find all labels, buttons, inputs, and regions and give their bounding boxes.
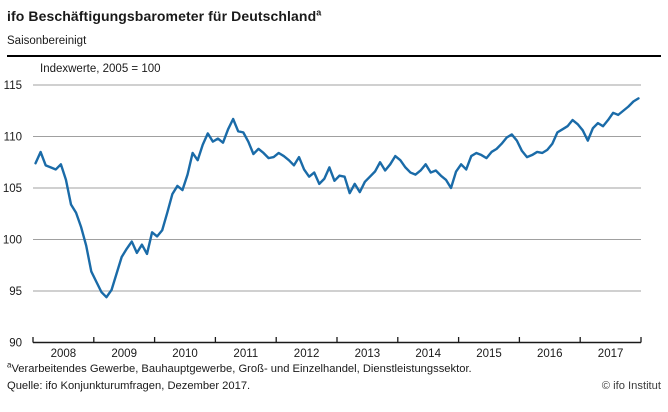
- x-axis-tick-label-2013: 2013: [355, 348, 381, 360]
- y-axis-tick-label-95: 95: [9, 286, 22, 298]
- y-axis-tick-label-100: 100: [3, 235, 22, 247]
- page-subtitle: Saisonbereinigt: [7, 35, 87, 47]
- x-axis-tick-label-2008: 2008: [51, 348, 77, 360]
- y-axis-tick-label-105: 105: [3, 183, 22, 195]
- x-axis-tick-label-2011: 2011: [233, 348, 258, 360]
- x-axis-tick-label-2010: 2010: [172, 348, 198, 360]
- x-axis-tick-label-2016: 2016: [537, 348, 563, 360]
- source-line: Quelle: ifo Konjunkturumfragen, Dezember…: [7, 380, 251, 392]
- y-axis-tick-label-90: 90: [9, 338, 22, 350]
- footnote: aVerarbeitendes Gewerbe, Bauhauptgewerbe…: [7, 360, 472, 375]
- x-axis-tick-label-2012: 2012: [294, 348, 320, 360]
- footnote-marker: a: [7, 360, 12, 370]
- header-divider: [7, 55, 661, 57]
- y-axis-unit-label: Indexwerte, 2005 = 100: [40, 63, 161, 75]
- footnote-text: Verarbeitendes Gewerbe, Bauhauptgewerbe,…: [11, 363, 472, 375]
- data-line-employment-barometer: [34, 97, 640, 299]
- x-axis-tick-label-2009: 2009: [111, 348, 137, 360]
- page-title: ifo Beschäftigungsbarometer für Deutschl…: [7, 8, 321, 24]
- page-title-text: ifo Beschäftigungsbarometer für Deutschl…: [7, 8, 317, 24]
- y-axis-tick-label-110: 110: [4, 132, 22, 144]
- x-axis-tick-label-2015: 2015: [476, 348, 502, 360]
- x-axis-tick-label-2017: 2017: [598, 348, 624, 360]
- page-title-footnote-marker: a: [316, 7, 322, 18]
- copyright: © ifo Institut: [601, 380, 661, 392]
- y-axis-tick-label-115: 115: [4, 80, 22, 92]
- x-axis-tick-label-2014: 2014: [415, 348, 441, 360]
